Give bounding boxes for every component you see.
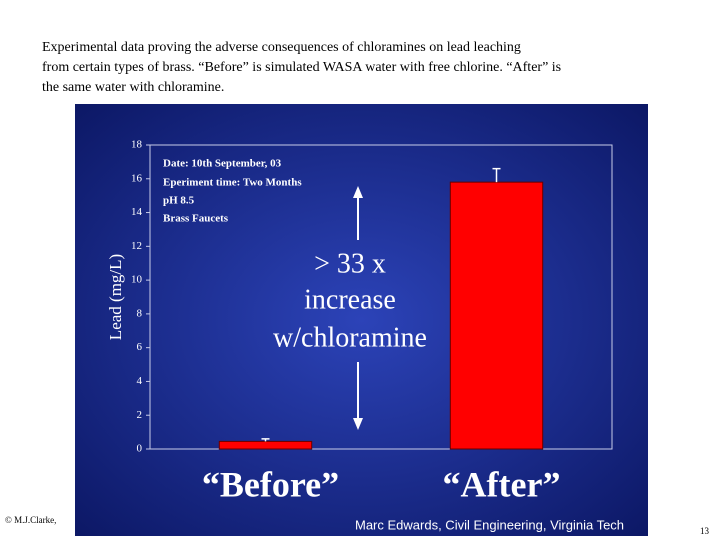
x-tick-label: “Before” — [202, 464, 339, 504]
y-tick-label: 12 — [131, 240, 142, 252]
y-tick-label: 4 — [137, 375, 143, 387]
callout-line: increase — [304, 284, 396, 315]
y-tick-label: 16 — [131, 172, 143, 184]
y-tick-label: 8 — [137, 307, 143, 319]
annotation-line: Brass Faucets — [163, 213, 229, 225]
x-tick-label: “After” — [443, 464, 561, 504]
bar — [218, 440, 313, 450]
y-tick-label: 10 — [131, 274, 143, 286]
annotation-line: pH 8.5 — [163, 195, 195, 207]
y-tick-label: 18 — [131, 139, 143, 151]
annotation-line: Date: 10th September, 03 — [163, 158, 282, 170]
y-axis-label: Lead (mg/L) — [106, 254, 125, 340]
callout: > 33 x increase w/chloramine — [273, 248, 427, 353]
y-tick-label: 6 — [137, 341, 143, 353]
chart-panel — [75, 104, 648, 536]
caption-line: Experimental data proving the adverse co… — [42, 40, 521, 55]
caption-line: the same water with chloramine. — [42, 80, 224, 95]
credit: Marc Edwards, Civil Engineering, Virgini… — [355, 517, 624, 532]
callout-line: > 33 x — [314, 248, 386, 279]
y-tick-label: 14 — [131, 206, 143, 218]
double-arrow — [353, 186, 363, 430]
annotation-line: Eperiment time: Two Months — [163, 177, 302, 189]
caption-line: from certain types of brass. “Before” is… — [42, 60, 561, 75]
annotation: Date: 10th September, 03 Eperiment time:… — [163, 158, 302, 225]
page-number: 13 — [700, 526, 710, 536]
copyright: © M.J.Clarke, — [5, 515, 56, 525]
plot-frame — [149, 144, 613, 450]
y-tick-label: 2 — [137, 409, 143, 421]
callout-line: w/chloramine — [273, 322, 427, 353]
bar — [449, 181, 544, 450]
y-tick-label: 0 — [137, 443, 143, 455]
